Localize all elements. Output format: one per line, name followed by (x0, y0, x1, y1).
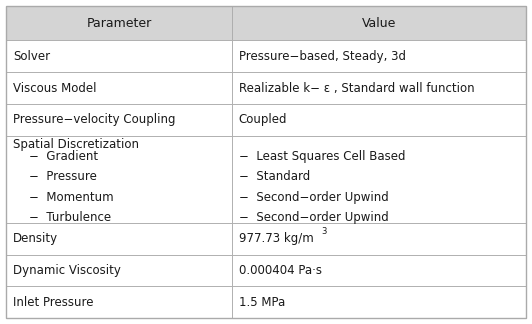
Bar (232, 104, 526, 135)
Bar (232, 72, 526, 104)
Bar (232, 223, 526, 255)
Bar (6, 135, 232, 223)
Text: Viscous Model: Viscous Model (13, 82, 96, 95)
Text: 0.000404 Pa·s: 0.000404 Pa·s (239, 264, 322, 277)
Bar (6, 286, 232, 318)
Bar (6, 6, 232, 40)
Text: Pressure−based, Steady, 3d: Pressure−based, Steady, 3d (239, 50, 405, 63)
Bar (232, 286, 526, 318)
Text: Solver: Solver (13, 50, 50, 63)
Text: Pressure−velocity Coupling: Pressure−velocity Coupling (13, 113, 175, 126)
Text: Inlet Pressure: Inlet Pressure (13, 296, 93, 309)
Text: −  Least Squares Cell Based: − Least Squares Cell Based (239, 150, 405, 163)
Bar (6, 72, 232, 104)
Text: Value: Value (362, 17, 396, 30)
Text: Dynamic Viscosity: Dynamic Viscosity (13, 264, 121, 277)
Bar (232, 255, 526, 286)
Bar (6, 40, 232, 72)
Text: Spatial Discretization: Spatial Discretization (13, 138, 139, 151)
Text: Realizable k− ε , Standard wall function: Realizable k− ε , Standard wall function (239, 82, 474, 95)
Bar (6, 223, 232, 255)
Text: −  Standard: − Standard (239, 170, 310, 183)
Text: −  Pressure: − Pressure (29, 170, 97, 183)
Text: 977.73 kg/m: 977.73 kg/m (239, 232, 313, 245)
Text: 1.5 MPa: 1.5 MPa (239, 296, 285, 309)
Bar (232, 40, 526, 72)
Bar (232, 135, 526, 223)
Text: −  Turbulence: − Turbulence (29, 211, 111, 224)
Text: 3: 3 (321, 227, 327, 237)
Text: −  Second−order Upwind: − Second−order Upwind (239, 191, 388, 204)
Text: Density: Density (13, 232, 58, 245)
Text: Parameter: Parameter (87, 17, 152, 30)
Text: −  Second−order Upwind: − Second−order Upwind (239, 211, 388, 224)
Text: −  Gradient: − Gradient (29, 150, 98, 163)
Text: −  Momentum: − Momentum (29, 191, 113, 204)
Bar (6, 104, 232, 135)
Bar (232, 6, 526, 40)
Text: Coupled: Coupled (239, 113, 287, 126)
Bar (6, 255, 232, 286)
